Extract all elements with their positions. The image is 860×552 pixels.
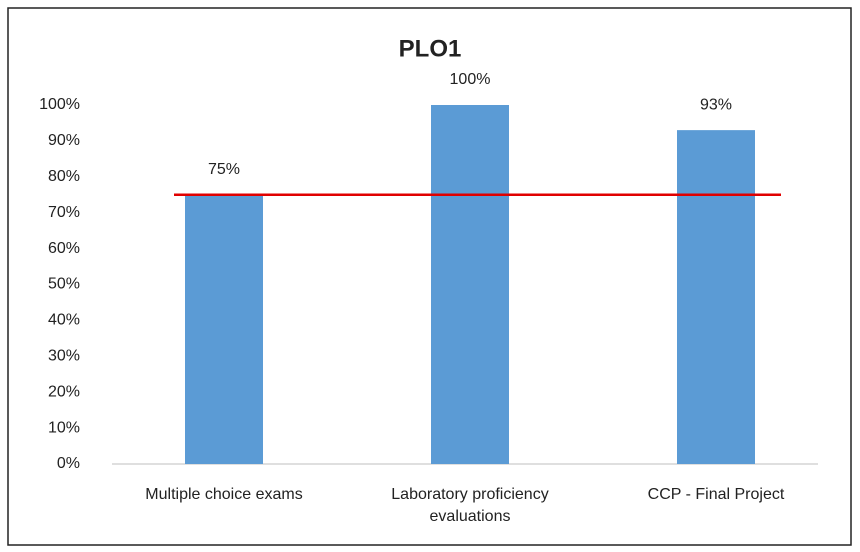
y-tick-label: 90%	[48, 132, 80, 149]
y-tick-label: 40%	[48, 312, 80, 329]
y-tick-label: 70%	[48, 204, 80, 221]
y-tick-label: 80%	[48, 168, 80, 185]
bar	[677, 130, 755, 464]
y-tick-label: 20%	[48, 383, 80, 400]
chart-title: PLO1	[399, 35, 462, 62]
y-tick-label: 0%	[57, 455, 80, 472]
data-label: 93%	[700, 96, 732, 113]
x-tick-label: Laboratory proficiency evaluations	[391, 486, 549, 525]
y-tick-label: 10%	[48, 419, 80, 436]
y-tick-label: 30%	[48, 348, 80, 365]
x-tick-label: Multiple choice exams	[145, 486, 303, 503]
y-tick-label: 100%	[39, 96, 80, 113]
bar	[185, 194, 263, 464]
data-label: 100%	[450, 71, 491, 88]
y-tick-label: 50%	[48, 276, 80, 293]
bar	[431, 105, 509, 464]
data-label: 75%	[208, 161, 240, 178]
x-tick-label: CCP - Final Project	[647, 486, 785, 503]
y-tick-label: 60%	[48, 240, 80, 257]
